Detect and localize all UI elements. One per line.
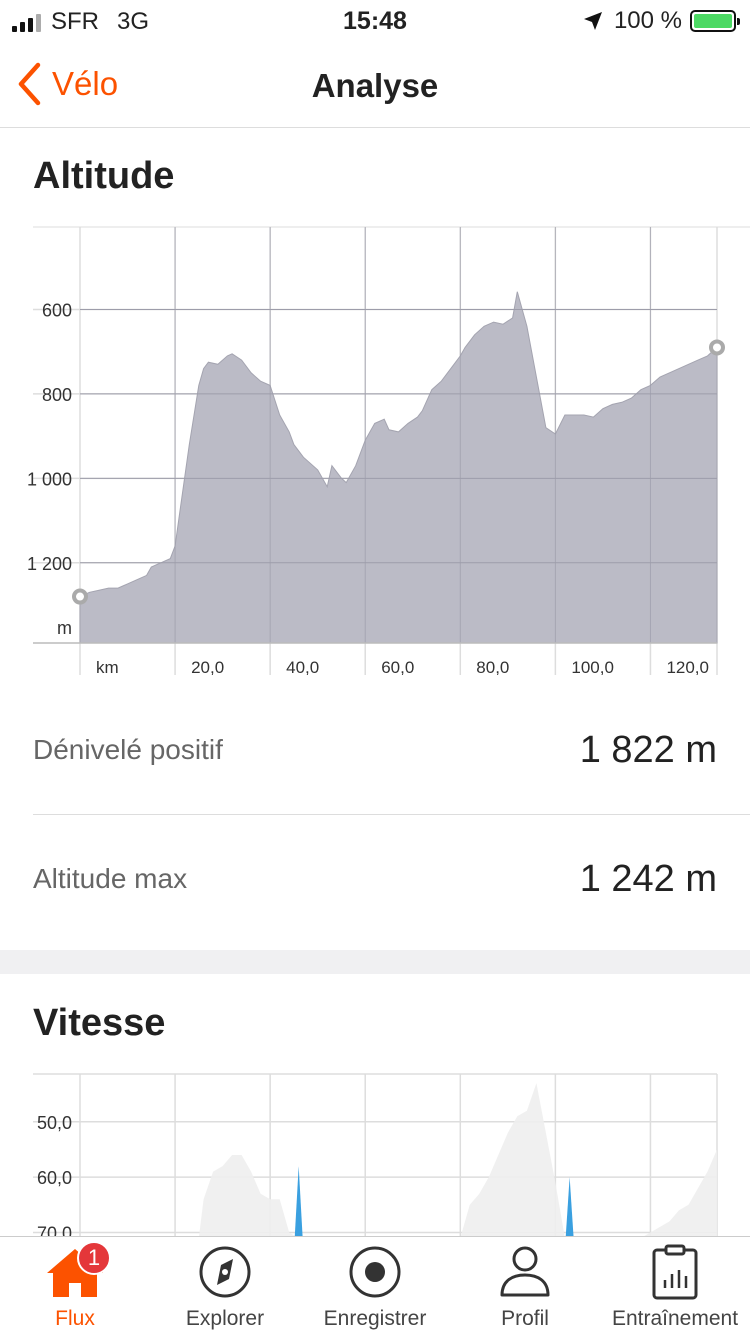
nav-bar: Vélo Analyse (0, 40, 750, 128)
notification-badge: 1 (77, 1241, 111, 1275)
x-tick-label: 20,0 (191, 658, 224, 675)
y-tick-label: 600 (42, 300, 72, 320)
tab-label: Enregistrer (323, 1307, 427, 1330)
tab-label: Flux (55, 1307, 95, 1330)
stat-value: 1 822 m (579, 728, 717, 771)
chevron-left-icon (18, 62, 41, 106)
back-label: Vélo (52, 65, 119, 102)
tab-flux[interactable]: 1 Flux (0, 1237, 150, 1334)
speed-spike (565, 1177, 574, 1237)
y-tick-label: 1 200 (27, 554, 72, 574)
speed-area (198, 1155, 297, 1237)
speed-spike (294, 1166, 303, 1237)
back-button[interactable]: Vélo (16, 62, 118, 106)
x-tick-label: 100,0 (571, 658, 614, 675)
stat-label: Altitude max (33, 863, 188, 894)
altitude-title: Altitude (33, 155, 175, 197)
start-marker (72, 588, 88, 605)
speed-area (642, 1149, 717, 1237)
x-tick-label: 80,0 (476, 658, 509, 675)
stat-elevation-gain: Dénivelé positif 1 822 m (33, 686, 717, 814)
altitude-chart[interactable]: 1 200 1 000 800 600 m km 20,0 40,0 60,0 80,0 100,0… (0, 225, 750, 675)
x-tick-label: 60,0 (381, 658, 414, 675)
home-icon: 1 (43, 1241, 111, 1299)
divider (33, 814, 750, 815)
tab-profil[interactable]: Profil (450, 1237, 600, 1334)
x-tick-label: 40,0 (286, 658, 319, 675)
page-title: Analyse (311, 67, 439, 104)
tab-entrainement[interactable]: Entraînement (600, 1237, 750, 1334)
speed-chart[interactable]: 70,0 60,0 50,0 (0, 1072, 750, 1237)
profile-icon (498, 1245, 552, 1299)
tab-bar: 1 Flux Explorer Enregistrer (0, 1236, 750, 1334)
x-axis-unit: km (96, 658, 119, 675)
compass-icon (198, 1245, 252, 1299)
stat-max-altitude: Altitude max 1 242 m (33, 815, 717, 943)
battery-level (694, 14, 732, 28)
y-tick-label: 800 (42, 385, 72, 405)
y-tick-label: 60,0 (37, 1168, 72, 1188)
end-marker (709, 339, 725, 356)
battery-icon (690, 10, 740, 32)
tab-label: Profil (501, 1307, 549, 1330)
altitude-area (79, 291, 718, 644)
y-tick-label: 50,0 (37, 1113, 72, 1133)
training-icon (650, 1244, 700, 1300)
speed-title: Vitesse (33, 1002, 166, 1044)
tab-explorer[interactable]: Explorer (150, 1237, 300, 1334)
x-tick-label: 120,0 (666, 658, 709, 675)
location-arrow-icon (583, 12, 602, 30)
battery-percent: 100 % (613, 7, 682, 34)
network-type: 3G (117, 8, 150, 35)
tab-label: Entraînement (611, 1307, 739, 1330)
signal-icon (12, 12, 41, 32)
speed-area (460, 1083, 565, 1237)
status-time: 15:48 (343, 7, 407, 35)
record-icon (348, 1245, 402, 1299)
y-tick-label: 1 000 (27, 469, 72, 489)
carrier-name: SFR (51, 8, 99, 35)
status-bar: SFR 3G 15:48 100 % (0, 0, 750, 40)
tab-enregistrer[interactable]: Enregistrer (300, 1237, 450, 1334)
section-divider (0, 950, 750, 974)
stat-value: 1 242 m (579, 857, 717, 900)
y-axis-unit: m (57, 618, 72, 638)
y-tick-label: 70,0 (37, 1223, 72, 1237)
tab-label: Explorer (185, 1307, 265, 1330)
stat-label: Dénivelé positif (33, 734, 223, 765)
